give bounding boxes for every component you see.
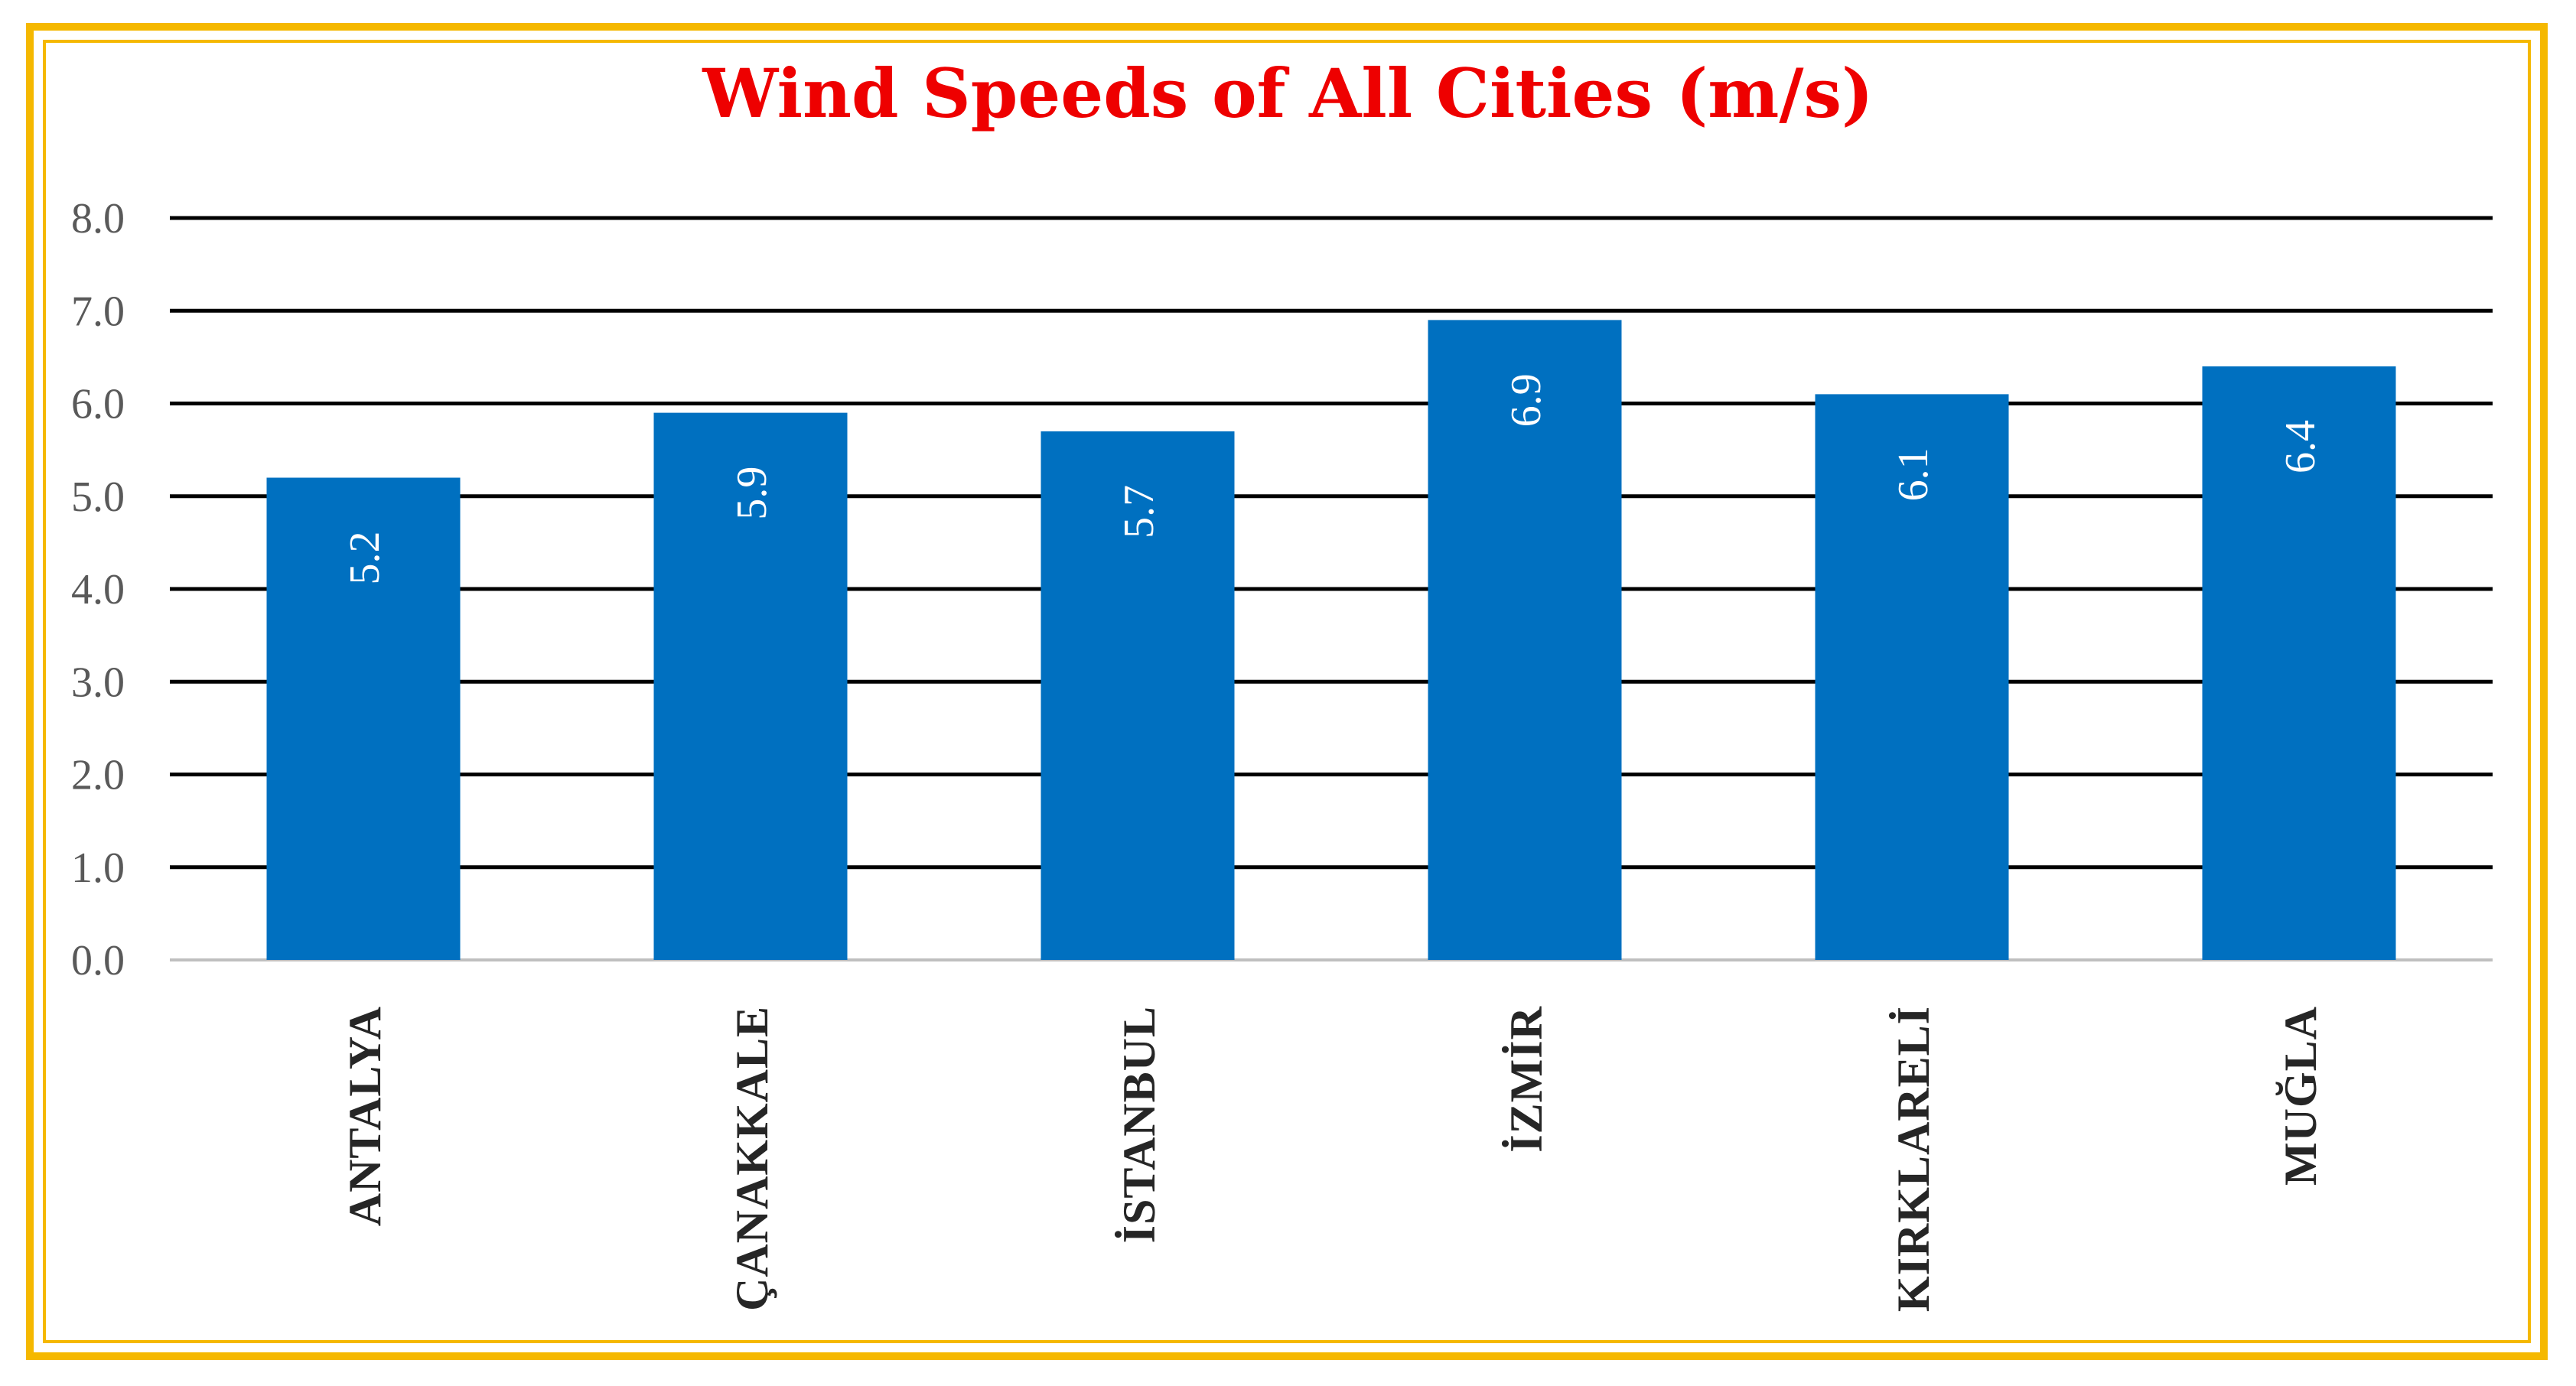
y-tick-label: 2.0 — [71, 752, 125, 799]
y-tick-label: 7.0 — [71, 288, 125, 335]
y-tick-label: 4.0 — [71, 566, 125, 613]
x-tick-label: KIRKLARELİ — [1888, 1006, 1939, 1312]
data-label: 6.4 — [2277, 420, 2324, 473]
y-tick-label: 0.0 — [71, 937, 125, 984]
bar — [653, 412, 848, 960]
y-tick-label: 3.0 — [71, 659, 125, 706]
data-label: 5.7 — [1115, 485, 1163, 538]
data-label: 6.1 — [1890, 447, 1937, 501]
data-label: 5.2 — [341, 532, 389, 585]
x-tick-label: İSTANBUL — [1114, 1006, 1164, 1243]
bar — [266, 477, 461, 960]
chart-title: Wind Speeds of All Cities (m/s) — [702, 54, 1874, 133]
bar — [1040, 431, 1235, 960]
bar — [2202, 366, 2396, 960]
y-tick-label: 5.0 — [71, 473, 125, 521]
bar — [1428, 320, 1622, 960]
x-tick-label: İZMİR — [1501, 1006, 1552, 1153]
chart-inner-border — [43, 40, 2531, 1343]
x-tick-label: ANTALYA — [340, 1006, 390, 1226]
x-tick-label: ÇANAKKALE — [727, 1006, 777, 1311]
x-tick-label: MUĞLA — [2275, 1006, 2326, 1186]
y-tick-label: 1.0 — [71, 844, 125, 892]
bar — [1815, 394, 2009, 960]
y-tick-label: 6.0 — [71, 381, 125, 428]
data-label: 5.9 — [728, 467, 776, 520]
data-label: 6.9 — [1503, 373, 1550, 427]
y-tick-label: 8.0 — [71, 195, 125, 242]
